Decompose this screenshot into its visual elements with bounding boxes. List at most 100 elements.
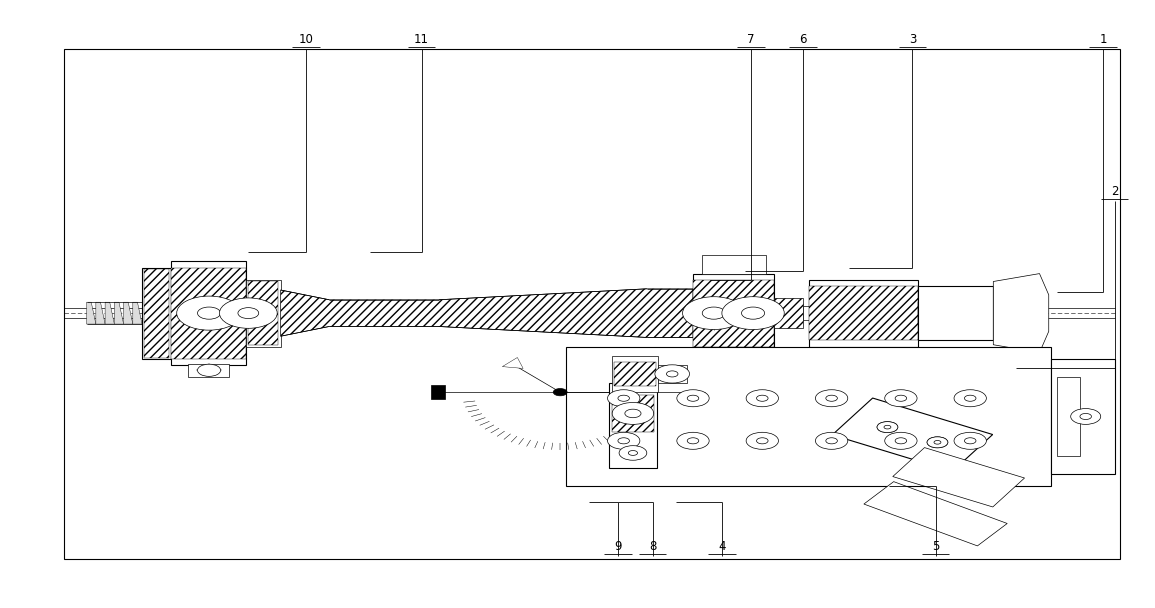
Bar: [803, 306, 817, 320]
Circle shape: [757, 395, 768, 401]
Circle shape: [677, 390, 709, 407]
Circle shape: [608, 390, 640, 407]
Polygon shape: [105, 302, 114, 324]
Circle shape: [687, 395, 699, 401]
Circle shape: [683, 297, 745, 330]
Bar: [918, 302, 993, 324]
Circle shape: [677, 432, 709, 449]
Circle shape: [746, 432, 778, 449]
Circle shape: [1071, 409, 1101, 424]
Circle shape: [885, 432, 917, 449]
Bar: [431, 385, 445, 399]
Bar: [612, 395, 654, 432]
Bar: [808, 286, 918, 340]
Bar: [171, 261, 246, 365]
Circle shape: [826, 395, 837, 401]
Polygon shape: [114, 302, 124, 324]
Circle shape: [625, 409, 641, 418]
Polygon shape: [864, 482, 1007, 546]
Bar: [774, 298, 803, 328]
Circle shape: [1080, 413, 1091, 420]
Polygon shape: [993, 274, 1049, 353]
Text: 2: 2: [1111, 185, 1118, 198]
Bar: [1051, 359, 1115, 474]
Polygon shape: [502, 358, 523, 368]
Circle shape: [954, 390, 986, 407]
Circle shape: [927, 437, 948, 447]
Bar: [142, 268, 171, 359]
Text: 1: 1: [1100, 33, 1106, 46]
Circle shape: [702, 307, 725, 319]
Circle shape: [608, 432, 640, 449]
Bar: [614, 362, 656, 386]
Circle shape: [815, 390, 848, 407]
Circle shape: [934, 440, 941, 444]
Text: 6: 6: [799, 33, 806, 46]
Bar: [658, 365, 687, 383]
Polygon shape: [893, 447, 1024, 507]
Circle shape: [884, 426, 891, 429]
Circle shape: [746, 390, 778, 407]
Polygon shape: [833, 398, 992, 471]
Circle shape: [826, 438, 837, 444]
Circle shape: [618, 395, 629, 401]
Bar: [1057, 377, 1080, 456]
Text: 9: 9: [614, 541, 621, 553]
Circle shape: [927, 437, 948, 447]
Circle shape: [742, 307, 765, 319]
Text: 7: 7: [747, 33, 754, 46]
Bar: [144, 269, 169, 358]
Bar: [171, 268, 246, 359]
Text: 3: 3: [909, 33, 916, 46]
Polygon shape: [96, 302, 105, 324]
Bar: [566, 347, 1051, 486]
Circle shape: [177, 296, 241, 330]
Bar: [609, 383, 657, 468]
Text: 10: 10: [299, 33, 313, 46]
Polygon shape: [281, 289, 693, 337]
Circle shape: [884, 426, 891, 429]
Text: 8: 8: [649, 541, 656, 553]
Polygon shape: [124, 302, 133, 324]
Bar: [612, 356, 658, 392]
Text: 4: 4: [718, 541, 725, 553]
Polygon shape: [87, 302, 96, 324]
Circle shape: [877, 422, 897, 433]
Circle shape: [722, 297, 784, 330]
Circle shape: [238, 308, 259, 319]
Bar: [918, 302, 993, 324]
Circle shape: [666, 371, 678, 377]
Bar: [693, 280, 774, 347]
Circle shape: [687, 438, 699, 444]
Text: 11: 11: [415, 33, 429, 46]
Circle shape: [618, 438, 629, 444]
Circle shape: [964, 395, 976, 401]
Circle shape: [219, 298, 277, 328]
Circle shape: [198, 364, 221, 376]
Circle shape: [757, 438, 768, 444]
Circle shape: [628, 451, 638, 455]
Circle shape: [815, 432, 848, 449]
Circle shape: [553, 389, 567, 396]
Circle shape: [612, 402, 654, 424]
Circle shape: [964, 438, 976, 444]
Bar: [693, 274, 774, 353]
Circle shape: [877, 422, 897, 433]
Circle shape: [619, 446, 647, 460]
Text: 5: 5: [932, 541, 939, 553]
Circle shape: [934, 440, 941, 444]
Bar: [918, 286, 993, 340]
Circle shape: [895, 438, 907, 444]
Bar: [702, 255, 766, 274]
Bar: [808, 280, 918, 347]
Bar: [188, 364, 229, 377]
Bar: [246, 280, 281, 347]
Circle shape: [954, 432, 986, 449]
Circle shape: [198, 307, 221, 319]
Bar: [248, 281, 278, 345]
Circle shape: [885, 390, 917, 407]
Circle shape: [655, 365, 690, 383]
Polygon shape: [133, 302, 142, 324]
Bar: [64, 49, 1120, 559]
Circle shape: [895, 395, 907, 401]
